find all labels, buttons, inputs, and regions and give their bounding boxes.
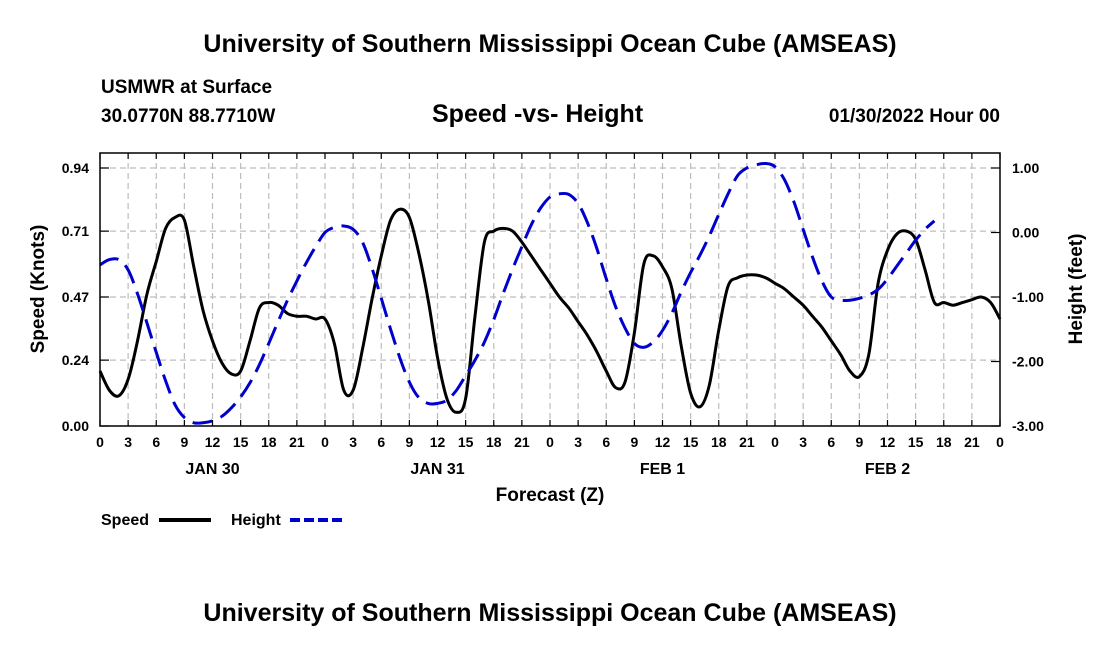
series-line-speed bbox=[98, 207, 1002, 414]
x-tick-label: 15 bbox=[908, 434, 924, 450]
x-tick-label: 0 bbox=[996, 434, 1004, 450]
chart-subtitle: Speed -vs- Height bbox=[432, 100, 644, 128]
legend-label-speed: Speed bbox=[101, 512, 149, 529]
legend-label-height: Height bbox=[231, 512, 281, 529]
axes: 0 3 6 9 12 15 18 21 0 3 6 9 12 15 18 21 0 3 6 9 12 15 18 21 0 3 6 9… bbox=[62, 153, 1044, 478]
y-tick-label: 0.24 bbox=[62, 352, 89, 368]
x-tick-label: 15 bbox=[458, 434, 474, 450]
x-tick-label: 12 bbox=[430, 434, 446, 450]
x-tick-label: 15 bbox=[683, 434, 699, 450]
series-lines bbox=[98, 161, 1002, 425]
station-label: USMWR at Surface bbox=[101, 77, 273, 98]
x-tick-label: 18 bbox=[261, 434, 277, 450]
legend: Speed Height bbox=[101, 512, 342, 529]
y-tick-label: 0.47 bbox=[62, 289, 89, 305]
x-tick-label: 0 bbox=[321, 434, 329, 450]
y2-tick-label: -2.00 bbox=[1012, 354, 1044, 370]
x-tick-label: 15 bbox=[233, 434, 249, 450]
x-tick-label: 21 bbox=[739, 434, 755, 450]
footer-title: University of Southern Mississippi Ocean… bbox=[203, 599, 897, 627]
y-tick-label: 0.71 bbox=[62, 223, 89, 239]
x-tick-label: 6 bbox=[827, 434, 835, 450]
coordinates-label: 30.0770N 88.7710W bbox=[101, 106, 276, 127]
x-tick-label: 6 bbox=[602, 434, 610, 450]
x-tick-label: 18 bbox=[711, 434, 727, 450]
x-tick-label: 0 bbox=[96, 434, 104, 450]
day-label: JAN 31 bbox=[410, 461, 464, 478]
x-tick-label: 12 bbox=[655, 434, 671, 450]
x-tick-label: 21 bbox=[964, 434, 980, 450]
day-label: FEB 2 bbox=[865, 461, 910, 478]
x-tick-label: 9 bbox=[405, 434, 413, 450]
x-tick-label: 9 bbox=[630, 434, 638, 450]
y-tick-label: 0.00 bbox=[62, 418, 89, 434]
x-tick-label: 9 bbox=[180, 434, 188, 450]
x-tick-label: 21 bbox=[289, 434, 305, 450]
x-tick-label: 0 bbox=[546, 434, 554, 450]
day-label: FEB 1 bbox=[640, 461, 685, 478]
run-time-label: 01/30/2022 Hour 00 bbox=[828, 106, 1000, 127]
main-title: University of Southern Mississippi Ocean… bbox=[203, 30, 897, 58]
x-tick-label: 3 bbox=[124, 434, 132, 450]
x-tick-label: 18 bbox=[486, 434, 502, 450]
x-tick-label: 18 bbox=[936, 434, 952, 450]
y2-tick-label: 1.00 bbox=[1012, 160, 1039, 176]
x-tick-label: 3 bbox=[574, 434, 582, 450]
x-tick-label: 6 bbox=[152, 434, 160, 450]
series-line-height bbox=[99, 161, 936, 425]
x-axis-title: Forecast (Z) bbox=[496, 485, 605, 506]
x-tick-label: 3 bbox=[349, 434, 357, 450]
y-tick-label: 0.94 bbox=[62, 160, 89, 176]
y-axis-title: Speed (Knots) bbox=[28, 225, 49, 354]
grid-lines bbox=[100, 153, 1000, 426]
y2-tick-label: 0.00 bbox=[1012, 225, 1039, 241]
x-tick-label: 6 bbox=[377, 434, 385, 450]
y2-axis-title: Height (feet) bbox=[1066, 234, 1087, 345]
x-tick-label: 12 bbox=[880, 434, 896, 450]
x-tick-label: 0 bbox=[771, 434, 779, 450]
day-label: JAN 30 bbox=[185, 461, 239, 478]
y2-tick-label: -1.00 bbox=[1012, 289, 1044, 305]
x-tick-label: 3 bbox=[799, 434, 807, 450]
x-tick-label: 12 bbox=[205, 434, 221, 450]
x-tick-label: 21 bbox=[514, 434, 530, 450]
y2-tick-label: -3.00 bbox=[1012, 418, 1044, 434]
x-tick-label: 9 bbox=[855, 434, 863, 450]
